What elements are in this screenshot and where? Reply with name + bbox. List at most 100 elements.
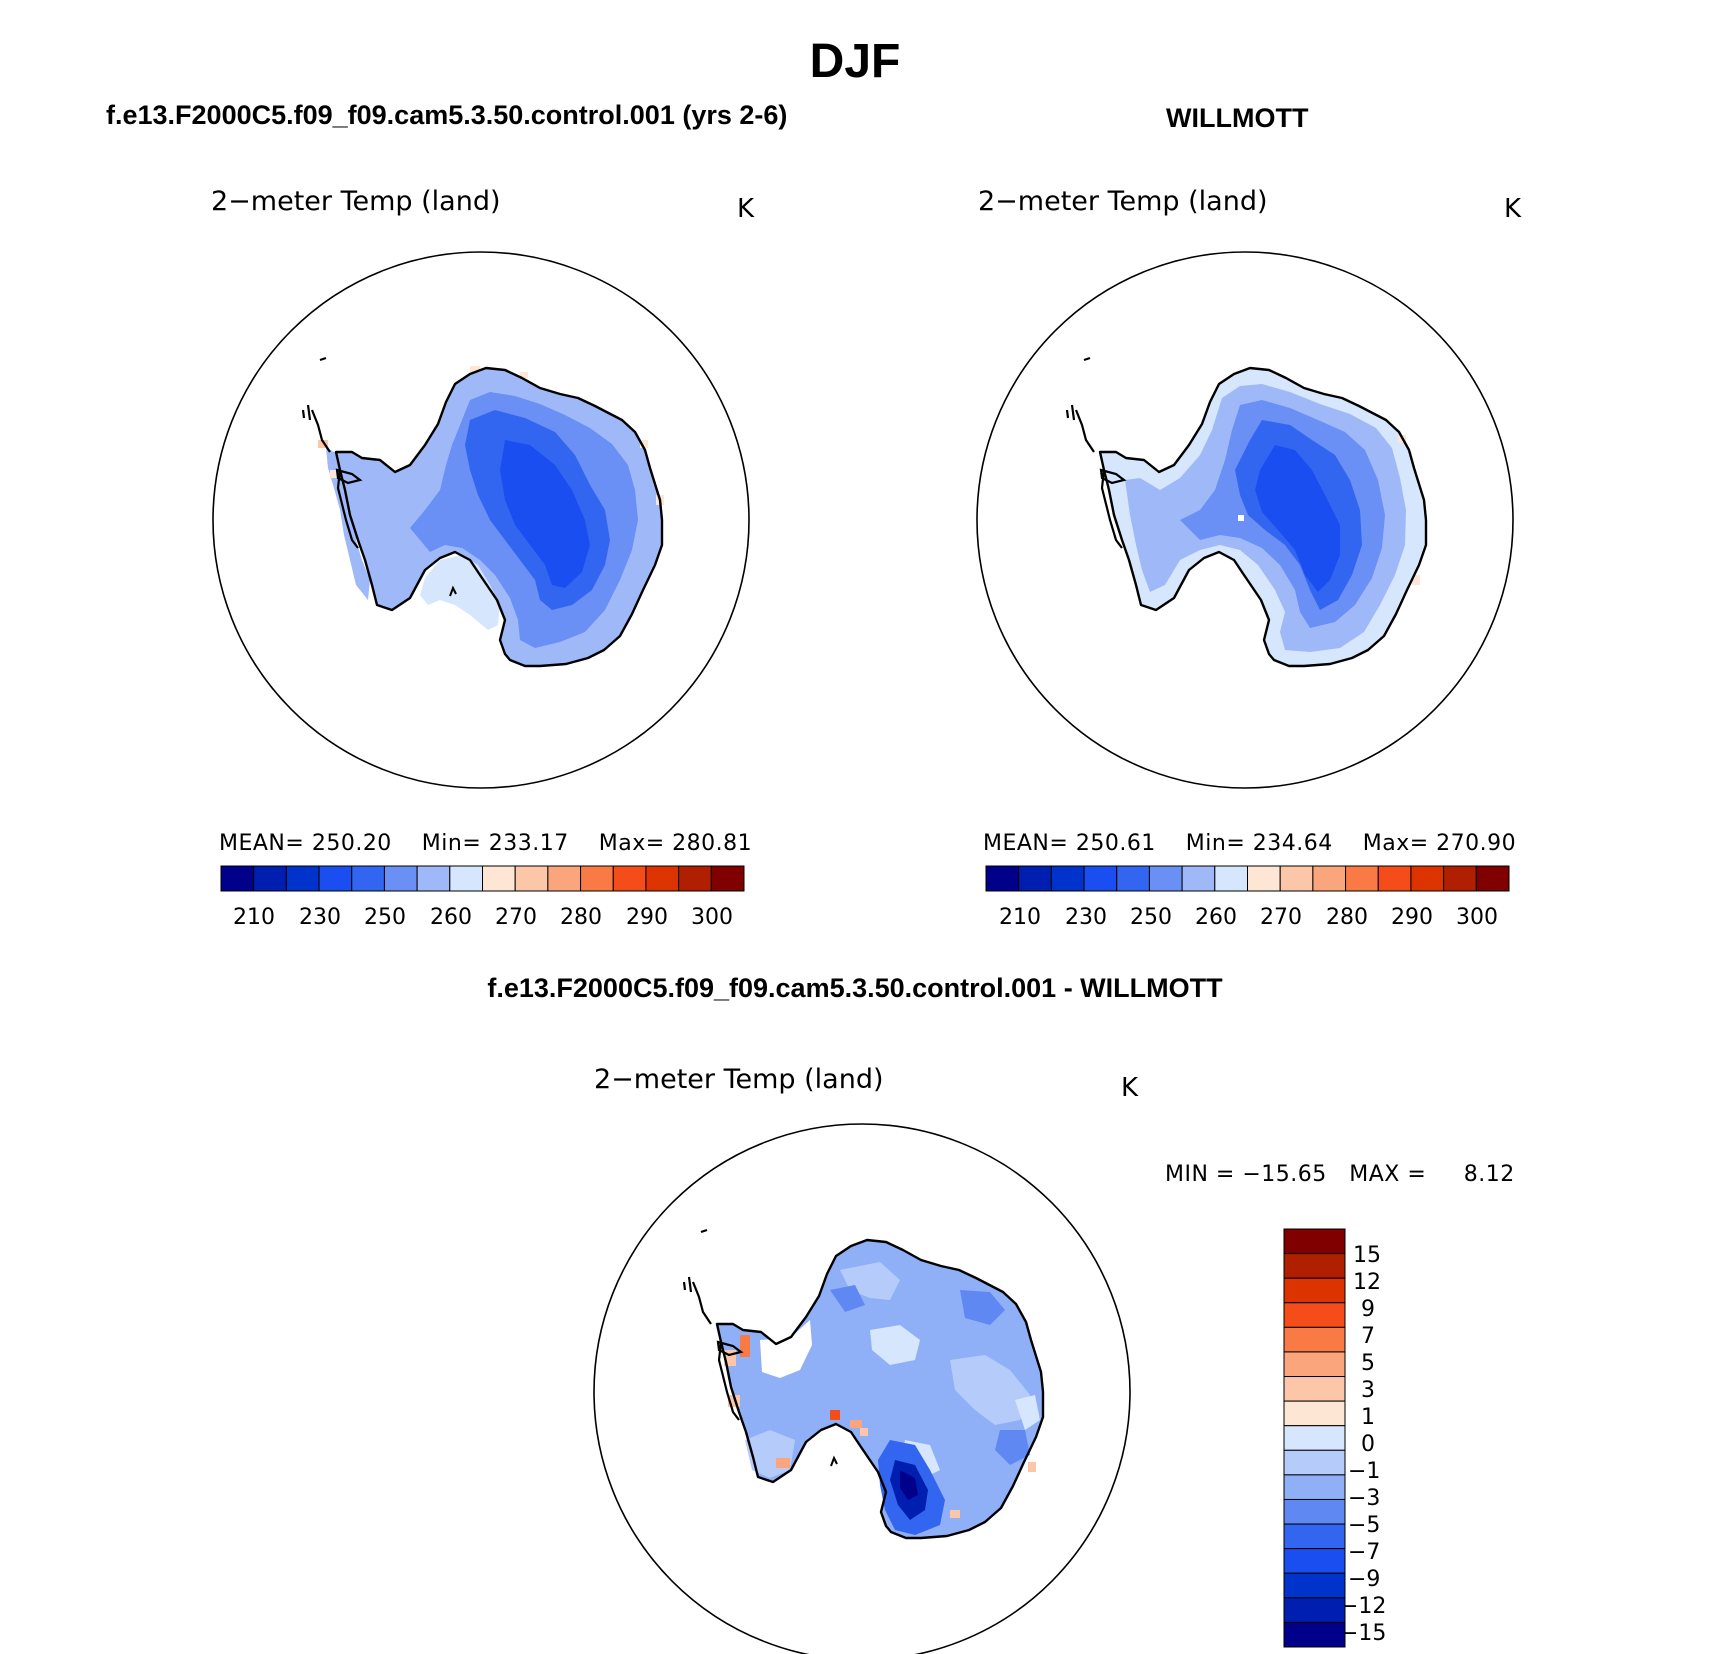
obs-colorbar-swatch (1345, 865, 1379, 892)
diff-very-light-patches (870, 1325, 1040, 1480)
diff-colorbar-swatch (1283, 1400, 1346, 1427)
obs-missing-pixel (1238, 515, 1244, 521)
model-colorbar-swatch (514, 865, 549, 892)
obs-coastline (1098, 366, 1428, 668)
obs-colorbar-swatch (1018, 865, 1052, 892)
model-map (212, 251, 750, 789)
diff-max-label: MAX = (1349, 1162, 1427, 1187)
diff-min-label: MIN = (1165, 1162, 1235, 1187)
model-tick: 260 (430, 905, 472, 930)
diff-coastline (715, 1238, 1045, 1540)
diff-tick: 12 (1353, 1270, 1381, 1295)
diff-island (716, 1340, 744, 1357)
diff-colorbar-swatch (1283, 1621, 1346, 1648)
model-peninsula (326, 448, 405, 600)
model-island (319, 356, 327, 362)
obs-mean-value: 250.61 (1075, 831, 1156, 856)
diff-panel-header: f.e13.F2000C5.f09_f09.cam5.3.50.control.… (487, 973, 1223, 1003)
obs-colorbar-swatch (1116, 865, 1150, 892)
model-colorbar-swatch (612, 865, 647, 892)
diff-colorbar-swatch (1283, 1376, 1346, 1402)
model-warm-pixel (640, 440, 648, 448)
diff-warm-pixel (950, 1510, 960, 1518)
model-unit-label: K (737, 194, 755, 224)
model-colorbar-swatch (547, 865, 582, 892)
diff-min-value: −15.65 (1242, 1162, 1327, 1187)
diff-colorbar-swatch (1283, 1277, 1346, 1304)
obs-colorbar-swatch (1279, 865, 1314, 892)
diff-tick: −12 (1340, 1594, 1387, 1619)
diff-tick: −15 (1340, 1621, 1387, 1646)
model-island (449, 585, 457, 597)
diff-tick: −9 (1348, 1567, 1381, 1592)
obs-colorbar-swatch (1083, 865, 1118, 892)
diff-tick: 0 (1361, 1432, 1375, 1457)
model-colorbar-swatch (710, 865, 745, 892)
diff-continent-base (717, 1240, 1043, 1538)
diff-tick: 9 (1361, 1297, 1375, 1322)
obs-map (976, 251, 1514, 789)
diff-colorbar-swatch (1283, 1351, 1346, 1378)
model-colorbar (220, 865, 745, 892)
model-colorbar-swatch (678, 865, 712, 892)
model-tick: 280 (560, 905, 602, 930)
diff-tick: 15 (1353, 1243, 1381, 1268)
obs-island (1065, 404, 1076, 421)
model-colorbar-swatch (645, 865, 680, 892)
model-colorbar-swatch (383, 865, 418, 892)
diff-colorbar-swatch (1283, 1474, 1346, 1500)
diff-colorbar-swatch (1283, 1302, 1346, 1328)
model-mean-label: MEAN= (219, 831, 305, 856)
diff-white-shelf (760, 1320, 812, 1378)
diff-mid-patches (830, 1285, 1030, 1465)
obs-island (1083, 356, 1091, 362)
obs-colorbar-swatch (1148, 865, 1183, 892)
model-tick: 210 (233, 905, 275, 930)
diff-tick: −5 (1348, 1513, 1381, 1538)
diff-colorbar-swatch (1283, 1228, 1346, 1255)
obs-min-label: Min= (1185, 831, 1246, 856)
diff-coldest-core (900, 1470, 918, 1500)
obs-max-value: 270.90 (1436, 831, 1517, 856)
model-colorbar-swatch (351, 865, 385, 892)
diff-tick: 7 (1361, 1324, 1375, 1349)
obs-colorbar (985, 865, 1510, 892)
obs-mean-label: MEAN= (983, 831, 1069, 856)
obs-colorbar-swatch (1247, 865, 1281, 892)
diff-tick: 5 (1361, 1351, 1375, 1376)
model-tick: 290 (626, 905, 668, 930)
diff-warm-pixel (830, 1410, 840, 1420)
diff-colorbar (1283, 1228, 1346, 1648)
obs-tick: 260 (1195, 905, 1237, 930)
diff-light-patches (745, 1262, 1030, 1478)
model-colorbar-swatch (580, 865, 614, 892)
model-warm-pixel (520, 372, 528, 378)
diff-tick: −3 (1348, 1486, 1381, 1511)
obs-colorbar-swatch (1377, 865, 1412, 892)
model-colorbar-swatch (220, 865, 255, 892)
model-coastline (334, 366, 664, 668)
model-colorbar-swatch (482, 865, 516, 892)
obs-variable-label: 2−meter Temp (land) (978, 186, 1268, 217)
obs-tick: 290 (1391, 905, 1433, 930)
diff-map (593, 1123, 1131, 1654)
obs-colorbar-swatch (1312, 865, 1347, 892)
diff-colorbar-swatch (1283, 1548, 1346, 1574)
diff-warm-pixel (850, 1420, 862, 1428)
model-stats: MEAN= 250.20 Min= 233.17 Max= 280.81 (219, 831, 752, 856)
obs-island (1099, 468, 1127, 485)
diff-max-value: 8.12 (1463, 1162, 1515, 1187)
figure-title: DJF (809, 35, 901, 88)
diff-unit-label: K (1121, 1073, 1139, 1103)
diff-island (830, 1455, 838, 1467)
obs-min-value: 234.64 (1252, 831, 1333, 856)
diff-colorbar-swatch (1283, 1572, 1346, 1599)
diff-tick: 1 (1361, 1405, 1375, 1430)
diff-warm-pixel (740, 1335, 750, 1357)
obs-colorbar-swatch (1475, 865, 1510, 892)
model-warm-pixel (470, 366, 480, 372)
model-warm-pixel (330, 470, 338, 478)
model-max-value: 280.81 (672, 831, 753, 856)
obs-colorbar-swatch (985, 865, 1020, 892)
diff-warm-pixel (1028, 1462, 1036, 1472)
